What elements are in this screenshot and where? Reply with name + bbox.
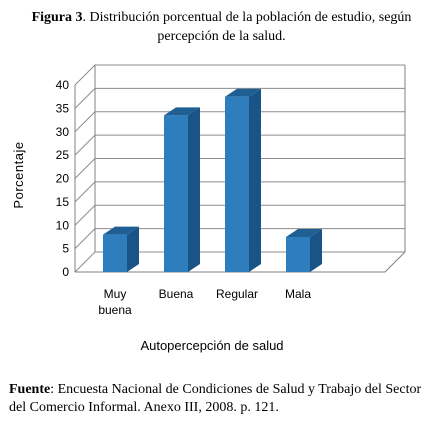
y-tick-label: 10 xyxy=(56,218,70,232)
source-note: Fuente: Encuesta Nacional de Condiciones… xyxy=(9,381,439,417)
bar xyxy=(164,107,200,272)
caption-label: Figura 3 xyxy=(31,10,83,25)
figure-caption: Figura 3. Distribución porcentual de la … xyxy=(0,8,443,46)
y-tick-label: 20 xyxy=(56,172,70,186)
y-axis-label: Porcentaje xyxy=(11,141,26,208)
source-label: Fuente xyxy=(9,382,51,397)
y-tick-label: 5 xyxy=(62,242,69,256)
chart-bars xyxy=(103,88,322,272)
x-tick-label: Buena xyxy=(159,287,194,301)
caption-text-line2: percepción de la salud. xyxy=(157,29,286,44)
x-tick-labels: Muy buena Buena Regular Mala xyxy=(98,287,311,317)
x-tick-label: Regular xyxy=(216,287,258,301)
caption-text-line1: . Distribución porcentual de la població… xyxy=(82,10,412,25)
y-tick-label: 30 xyxy=(56,125,70,139)
x-tick-label: Muy buena xyxy=(98,287,132,317)
y-tick-label: 40 xyxy=(56,78,70,92)
bar xyxy=(225,88,261,272)
x-tick-label: Mala xyxy=(285,287,311,301)
y-tick-label: 15 xyxy=(56,195,70,209)
source-text: : Encuesta Nacional de Condiciones de Sa… xyxy=(9,382,422,415)
y-tick-label: 25 xyxy=(56,148,70,162)
bar xyxy=(103,226,139,272)
y-tick-label: 35 xyxy=(56,101,70,115)
x-axis-label: Autopercepción de salud xyxy=(140,338,283,353)
y-tick-label: 0 xyxy=(62,265,69,279)
bar xyxy=(286,228,322,272)
y-tick-labels: 0 5 10 15 20 25 30 35 40 xyxy=(56,78,70,279)
